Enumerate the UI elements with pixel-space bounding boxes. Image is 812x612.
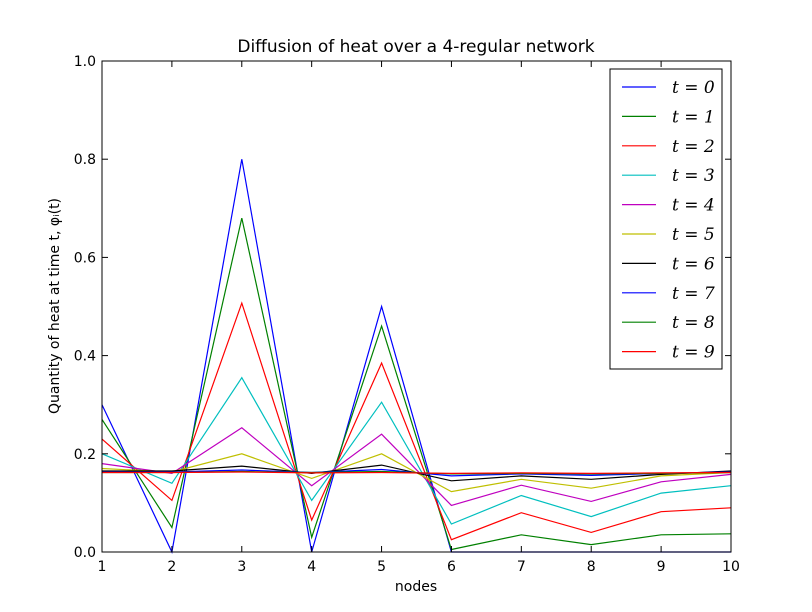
- legend-box: [609, 68, 723, 370]
- y-tick-label: 0.2: [74, 447, 96, 463]
- x-tick-label: 9: [657, 559, 666, 575]
- series-line-t4: [101, 427, 732, 507]
- x-tick-label: 7: [517, 559, 526, 575]
- x-tick-label: 10: [722, 559, 740, 575]
- y-axis-title: Quantity of heat at time t, φᵢ(t): [47, 198, 63, 414]
- chart-title: Diffusion of heat over a 4-regular netwo…: [237, 37, 594, 57]
- legend-label-t0: t = 0: [672, 78, 715, 98]
- x-tick-label: 1: [98, 559, 107, 575]
- legend-label-t9: t = 9: [672, 343, 715, 363]
- x-tick-label: 6: [447, 559, 456, 575]
- y-tick-label: 0.4: [74, 349, 96, 365]
- x-tick-label: 2: [167, 559, 176, 575]
- y-tick-label: 0.0: [74, 545, 96, 561]
- legend-label-t4: t = 4: [672, 196, 715, 216]
- x-axis: 1 2 3 4 5 6 7 8 9 10: [98, 61, 740, 575]
- series-line-t1: [101, 217, 732, 551]
- x-tick-label: 4: [307, 559, 316, 575]
- x-tick-label: 5: [377, 559, 386, 575]
- legend-label-t3: t = 3: [672, 166, 715, 186]
- y-axis: 0.0 0.2 0.4 0.6 0.8 1.0: [74, 54, 731, 561]
- series-lines: [101, 159, 732, 554]
- legend-label-t2: t = 2: [672, 137, 715, 157]
- series-line-t3: [101, 376, 732, 525]
- legend-label-t7: t = 7: [672, 284, 715, 304]
- x-tick-label: 8: [587, 559, 596, 575]
- x-axis-title: nodes: [395, 579, 437, 595]
- plot-frame: [101, 60, 732, 553]
- series-line-t2: [101, 301, 732, 541]
- y-tick-label: 0.8: [74, 152, 96, 168]
- series-line-t9: [102, 471, 732, 475]
- x-tick-label: 3: [237, 559, 246, 575]
- legend: t = 0 t = 1 t = 2 t = 3 t = 4 t = 5 t = 6 t = 7…: [609, 68, 723, 370]
- legend-label-t6: t = 6: [672, 254, 715, 274]
- y-tick-label: 1.0: [74, 54, 96, 70]
- legend-label-t8: t = 8: [672, 313, 715, 333]
- legend-label-t5: t = 5: [672, 225, 715, 245]
- legend-label-t1: t = 1: [672, 107, 715, 127]
- y-tick-label: 0.6: [74, 250, 96, 266]
